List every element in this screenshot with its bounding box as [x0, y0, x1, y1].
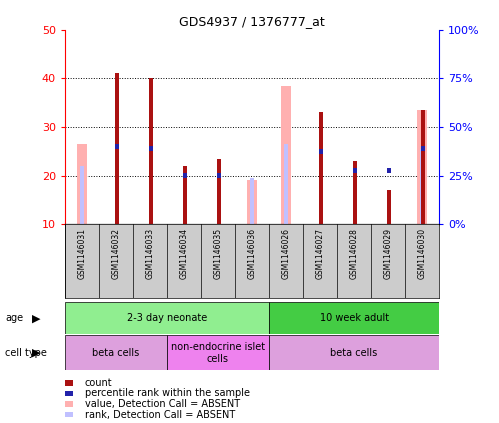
Text: GSM1146035: GSM1146035	[214, 228, 223, 279]
Bar	[183, 173, 187, 178]
Bar	[149, 78, 153, 224]
Text: beta cells: beta cells	[92, 348, 140, 358]
Bar	[167, 335, 269, 370]
Bar	[319, 149, 323, 154]
Bar	[149, 146, 153, 151]
Text: GSM1146029: GSM1146029	[384, 228, 393, 279]
Bar	[353, 168, 357, 173]
Text: 2-3 day neonate: 2-3 day neonate	[127, 313, 207, 323]
Text: rank, Detection Call = ABSENT: rank, Detection Call = ABSENT	[85, 409, 235, 420]
Text: age: age	[5, 313, 23, 323]
Text: ▶: ▶	[32, 313, 41, 323]
Bar	[284, 144, 288, 224]
Bar	[80, 166, 84, 224]
Bar	[387, 168, 391, 173]
Bar	[417, 110, 427, 224]
Title: GDS4937 / 1376777_at: GDS4937 / 1376777_at	[179, 16, 325, 28]
Text: GSM1146027: GSM1146027	[315, 228, 324, 279]
Bar	[387, 190, 391, 224]
Bar	[65, 335, 167, 370]
Bar	[77, 144, 87, 224]
Text: non-endocrine islet
cells: non-endocrine islet cells	[171, 342, 265, 364]
Text: cell type: cell type	[5, 348, 47, 358]
Bar	[269, 302, 439, 334]
Bar	[65, 302, 269, 334]
Bar	[217, 159, 221, 224]
Text: ▶: ▶	[32, 348, 41, 358]
Text: GSM1146036: GSM1146036	[248, 228, 256, 279]
Bar	[420, 149, 424, 224]
Text: 10 week adult: 10 week adult	[319, 313, 389, 323]
Bar	[353, 161, 357, 224]
Text: count: count	[85, 378, 112, 388]
Bar	[421, 146, 425, 151]
Text: percentile rank within the sample: percentile rank within the sample	[85, 388, 250, 398]
Bar	[115, 74, 119, 224]
Bar	[281, 85, 291, 224]
Text: GSM1146034: GSM1146034	[180, 228, 189, 279]
Bar	[115, 144, 119, 149]
Bar	[247, 181, 257, 224]
Bar	[319, 113, 323, 224]
Text: GSM1146033: GSM1146033	[145, 228, 154, 279]
Bar	[217, 173, 221, 178]
Text: GSM1146028: GSM1146028	[350, 228, 359, 279]
Text: value, Detection Call = ABSENT: value, Detection Call = ABSENT	[85, 399, 240, 409]
Bar	[250, 178, 254, 224]
Bar	[269, 335, 439, 370]
Text: GSM1146032: GSM1146032	[111, 228, 120, 279]
Bar	[421, 110, 425, 224]
Bar	[183, 166, 187, 224]
Text: GSM1146031: GSM1146031	[77, 228, 86, 279]
Text: beta cells: beta cells	[330, 348, 378, 358]
Text: GSM1146030: GSM1146030	[418, 228, 427, 279]
Text: GSM1146026: GSM1146026	[281, 228, 290, 279]
